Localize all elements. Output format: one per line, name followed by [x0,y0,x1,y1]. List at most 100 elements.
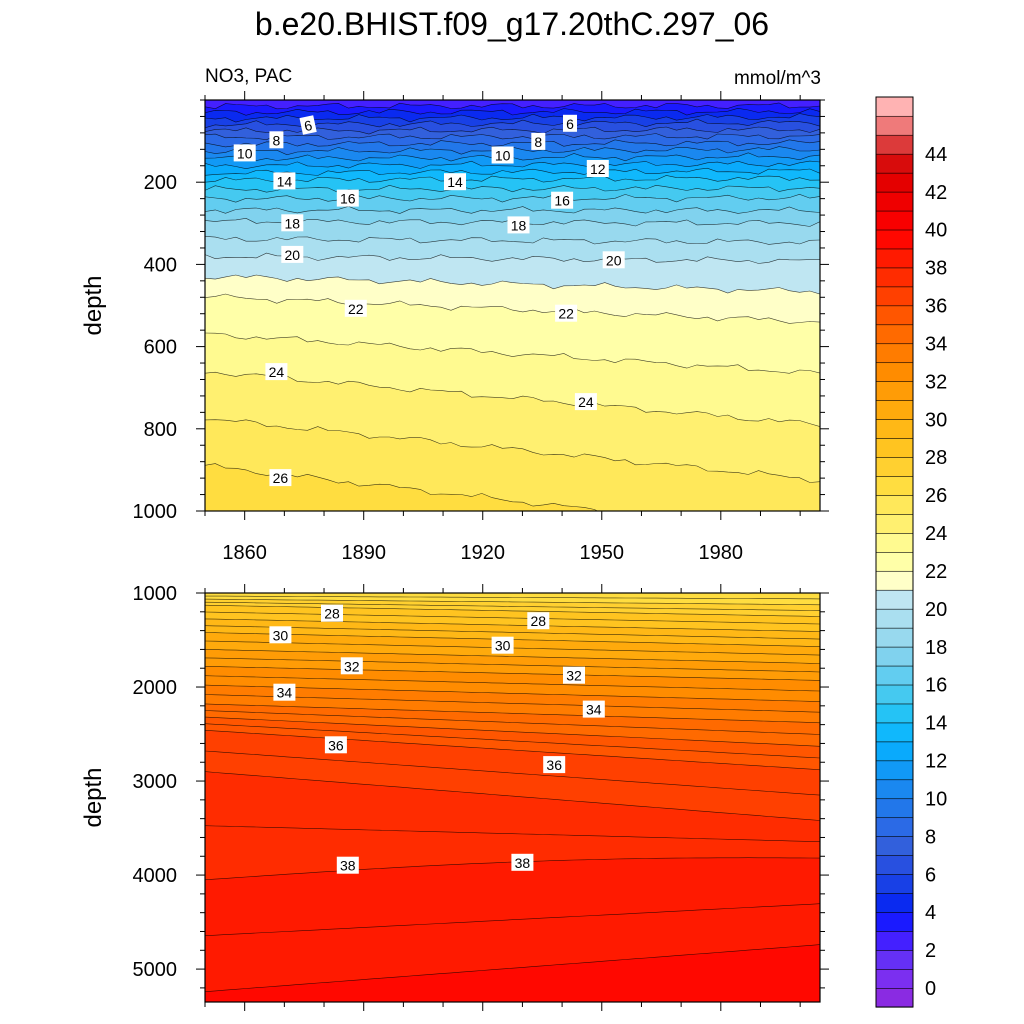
lower-contour-label: 36 [324,736,347,754]
lower-contour-line [205,710,820,735]
upper-contour-line [205,419,820,483]
lower-contour-line [205,723,820,759]
upper-contour-label: 14 [444,173,466,191]
lower-y-tick-label: 1000 [133,583,178,605]
colorbar-label: 6 [925,864,936,886]
colorbar-box [875,817,914,837]
contour-label-bg [281,214,304,232]
colorbar-box [875,911,914,932]
colorbar-label: 26 [925,485,947,507]
upper-band [205,100,820,109]
lower-contour-line [205,625,820,640]
colorbar-label: 38 [925,258,947,280]
contour-label-bg [543,756,566,774]
upper-contour-label: 12 [586,160,609,177]
contour-label-bg [511,853,534,871]
upper-contour-label: 22 [555,304,578,322]
lower-contour-panel: 28 30 32 34 36 38 28 30 32 34 36 38 1000 2000 3000 4000… [80,583,829,1011]
contour-label-text: 30 [495,638,511,654]
lower-contour-line [205,611,820,625]
contour-label-bg [563,114,577,132]
lower-frame [204,592,821,1003]
colorbar-box [875,741,914,762]
lower-contour-label: 32 [340,657,363,675]
upper-contour-line [205,193,820,203]
colorbar-label: 32 [925,371,947,393]
lower-contour-line [205,730,820,771]
upper-contour-label: 6 [299,115,317,135]
contour-label-text: 34 [586,702,602,718]
contour-label-bg [269,626,292,644]
colorbar-label: 28 [925,447,947,469]
colorbar-box [875,362,914,382]
contour-label-bg [281,245,304,263]
colorbar-box [875,646,914,667]
contour-label-bg [563,666,585,684]
colorbar-box [875,248,914,269]
upper-contour-label: 24 [574,393,597,411]
contour-label-text: 22 [558,306,574,322]
upper-contour-line [205,184,820,193]
colorbar-box [875,115,914,136]
upper-contour-line [205,236,820,245]
colorbar-box [875,134,914,155]
lower-contour-line [205,657,820,673]
lower-contour-line [205,595,820,600]
upper-y-tick-label: 600 [144,337,177,359]
lower-contour-label: 28 [321,604,343,622]
colorbar-box [875,873,914,894]
lower-contour-line [205,598,820,606]
upper-x-tick-label: 1890 [341,542,386,564]
contour-label-bg [336,856,359,874]
lower-contour-label: 30 [491,636,514,654]
contour-label-text: 32 [566,668,582,684]
lower-field: 28 30 32 34 36 38 28 30 32 34 36 38 [205,593,820,1002]
contour-label-text: 20 [285,247,301,263]
colorbar-box [875,892,914,913]
contour-label-text: 6 [303,117,314,134]
colorbar-box [875,703,914,724]
upper-y-tick-label: 800 [144,419,177,441]
colorbar-box [875,494,914,515]
contour-label-text: 30 [273,627,289,643]
colorbar-box [875,589,914,610]
colorbar-box [875,532,914,553]
lower-contour-line [205,750,820,796]
lower-y-tick-label: 2000 [133,677,178,699]
upper-contour-label: 24 [265,363,288,381]
upper-contour-line [205,107,820,116]
colorbar-box [875,96,914,117]
variable-label: NO3, PAC [205,66,293,87]
contour-label-bg [321,604,343,622]
lower-band [205,593,820,599]
contour-label-bg [582,700,605,718]
lower-contour-line [205,604,820,617]
upper-contour-line [205,463,599,511]
upper-contour-label: 10 [233,144,256,162]
colorbar-label: 2 [925,940,936,962]
upper-contour-line [205,371,820,427]
colorbar: 0246810121416182022242628303234363840424… [875,96,947,1008]
lower-y-tick-label: 4000 [133,865,178,887]
contour-label-bg [491,146,514,164]
lower-contour-line [205,703,820,724]
contour-label-text: 38 [515,855,531,871]
upper-contour-label: 6 [563,114,577,132]
contour-label-bg [340,657,363,675]
colorbar-box [875,760,914,781]
upper-contour-line [205,139,820,148]
upper-contour-label: 16 [336,189,359,207]
lower-contour-label: 30 [269,626,292,644]
contour-label-text: 24 [578,394,594,410]
upper-contour-label: 20 [602,251,625,269]
contour-label-bg [344,299,367,317]
contour-label-text: 10 [495,148,511,164]
contour-label-bg [527,612,550,630]
colorbar-box [875,267,914,288]
contour-label-text: 14 [277,173,293,189]
upper-x-tick-label: 1980 [699,542,744,564]
contour-label-bg [273,683,296,701]
colorbar-box [875,949,914,970]
lower-contour-label: 38 [511,853,534,871]
upper-contour-panel: 6 8 10 14 16 18 20 22 24 26 6 8 10 12 14 16 18 20 22 24 200 4… [80,91,829,564]
